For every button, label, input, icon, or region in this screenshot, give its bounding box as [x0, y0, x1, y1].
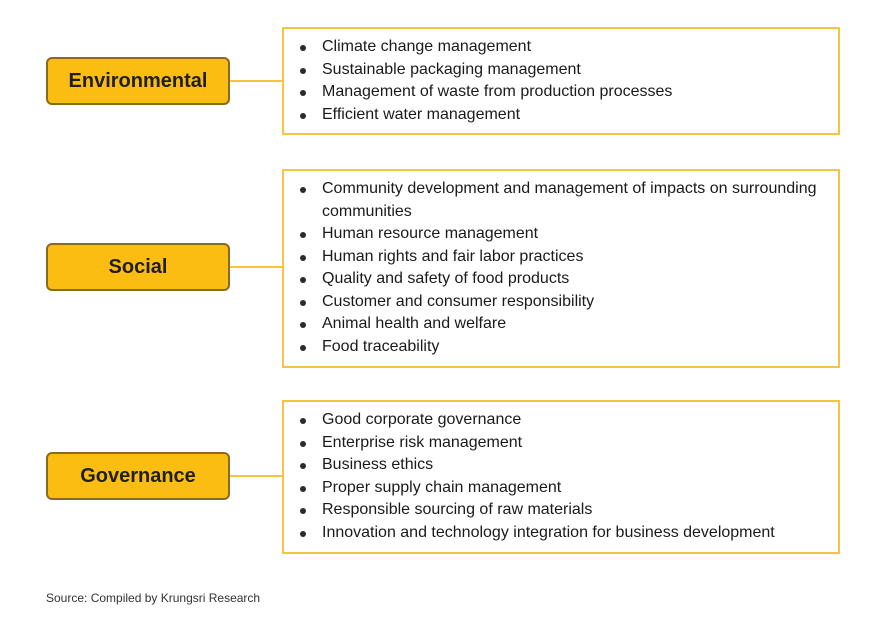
list-item: Efficient water management	[300, 104, 828, 127]
list-item: Human rights and fair labor practices	[300, 246, 828, 269]
list-item: Animal health and welfare	[300, 313, 828, 336]
list-item: Community development and management of …	[300, 178, 828, 223]
category-label-text: Governance	[80, 464, 196, 487]
list-item: Human resource management	[300, 223, 828, 246]
list-item: Enterprise risk management	[300, 432, 828, 455]
items-box-governance: Good corporate governance Enterprise ris…	[282, 400, 840, 554]
connector-line	[230, 266, 282, 268]
list-item: Quality and safety of food products	[300, 268, 828, 291]
connector-line	[230, 80, 282, 82]
category-label-governance: Governance	[46, 452, 230, 500]
list-item: Management of waste from production proc…	[300, 81, 828, 104]
category-label-text: Environmental	[68, 69, 208, 92]
list-item: Sustainable packaging management	[300, 59, 828, 82]
category-label-social: Social	[46, 243, 230, 291]
list-item: Innovation and technology integration fo…	[300, 522, 828, 545]
category-label-text: Social	[108, 255, 168, 278]
connector-line	[230, 475, 282, 477]
list-item: Good corporate governance	[300, 409, 828, 432]
source-note: Source: Compiled by Krungsri Research	[46, 591, 261, 605]
items-box-social: Community development and management of …	[282, 169, 840, 368]
list-item: Climate change management	[300, 36, 828, 59]
item-list: Climate change management Sustainable pa…	[300, 36, 828, 127]
list-item: Customer and consumer responsibility	[300, 291, 828, 314]
list-item: Proper supply chain management	[300, 477, 828, 500]
item-list: Community development and management of …	[300, 178, 828, 359]
list-item: Food traceability	[300, 336, 828, 359]
list-item: Business ethics	[300, 454, 828, 477]
list-item: Responsible sourcing of raw materials	[300, 499, 828, 522]
item-list: Good corporate governance Enterprise ris…	[300, 409, 828, 545]
category-label-environmental: Environmental	[46, 57, 230, 105]
items-box-environmental: Climate change management Sustainable pa…	[282, 27, 840, 135]
